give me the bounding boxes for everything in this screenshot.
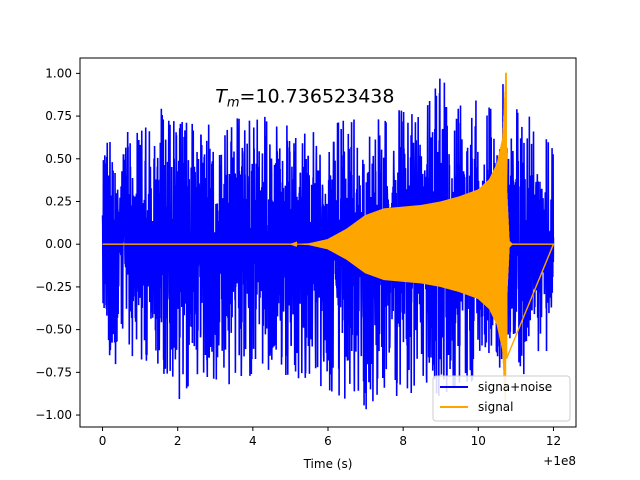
x-axis: 0 2 4 6 8 10 12 bbox=[99, 427, 561, 448]
y-tick-label: 0.75 bbox=[45, 109, 72, 123]
y-tick-label: −0.25 bbox=[35, 280, 72, 294]
y-tick-label: 0.50 bbox=[45, 152, 72, 166]
y-tick-label: 0.00 bbox=[45, 237, 72, 251]
x-tick-label: 2 bbox=[174, 434, 182, 448]
y-tick-label: −1.00 bbox=[35, 408, 72, 422]
y-tick-label: 0.25 bbox=[45, 195, 72, 209]
x-tick-label: 4 bbox=[249, 434, 257, 448]
x-tick-label: 10 bbox=[471, 434, 486, 448]
x-tick-label: 12 bbox=[546, 434, 561, 448]
y-tick-label: 1.00 bbox=[45, 66, 72, 80]
legend-label-signal-noise: signa+noise bbox=[478, 380, 552, 394]
x-tick-label: 0 bbox=[99, 434, 107, 448]
legend-label-signal: signal bbox=[478, 400, 514, 414]
x-axis-offset-label: +1e8 bbox=[543, 454, 576, 468]
y-axis: 1.00 0.75 0.50 0.25 0.00 −0.25 −0.50 −0.75 −1.00 bbox=[35, 66, 80, 422]
x-tick-label: 6 bbox=[324, 434, 332, 448]
series-layer bbox=[101, 72, 555, 410]
tm-annotation: Tm=10.736523438 bbox=[215, 85, 394, 110]
x-tick-label: 8 bbox=[399, 434, 407, 448]
y-tick-label: −0.75 bbox=[35, 365, 72, 379]
y-tick-label: −0.50 bbox=[35, 323, 72, 337]
x-axis-label: Time (s) bbox=[303, 457, 353, 471]
legend: signa+noise signal bbox=[432, 375, 571, 422]
series-signal-line bbox=[102, 72, 555, 406]
